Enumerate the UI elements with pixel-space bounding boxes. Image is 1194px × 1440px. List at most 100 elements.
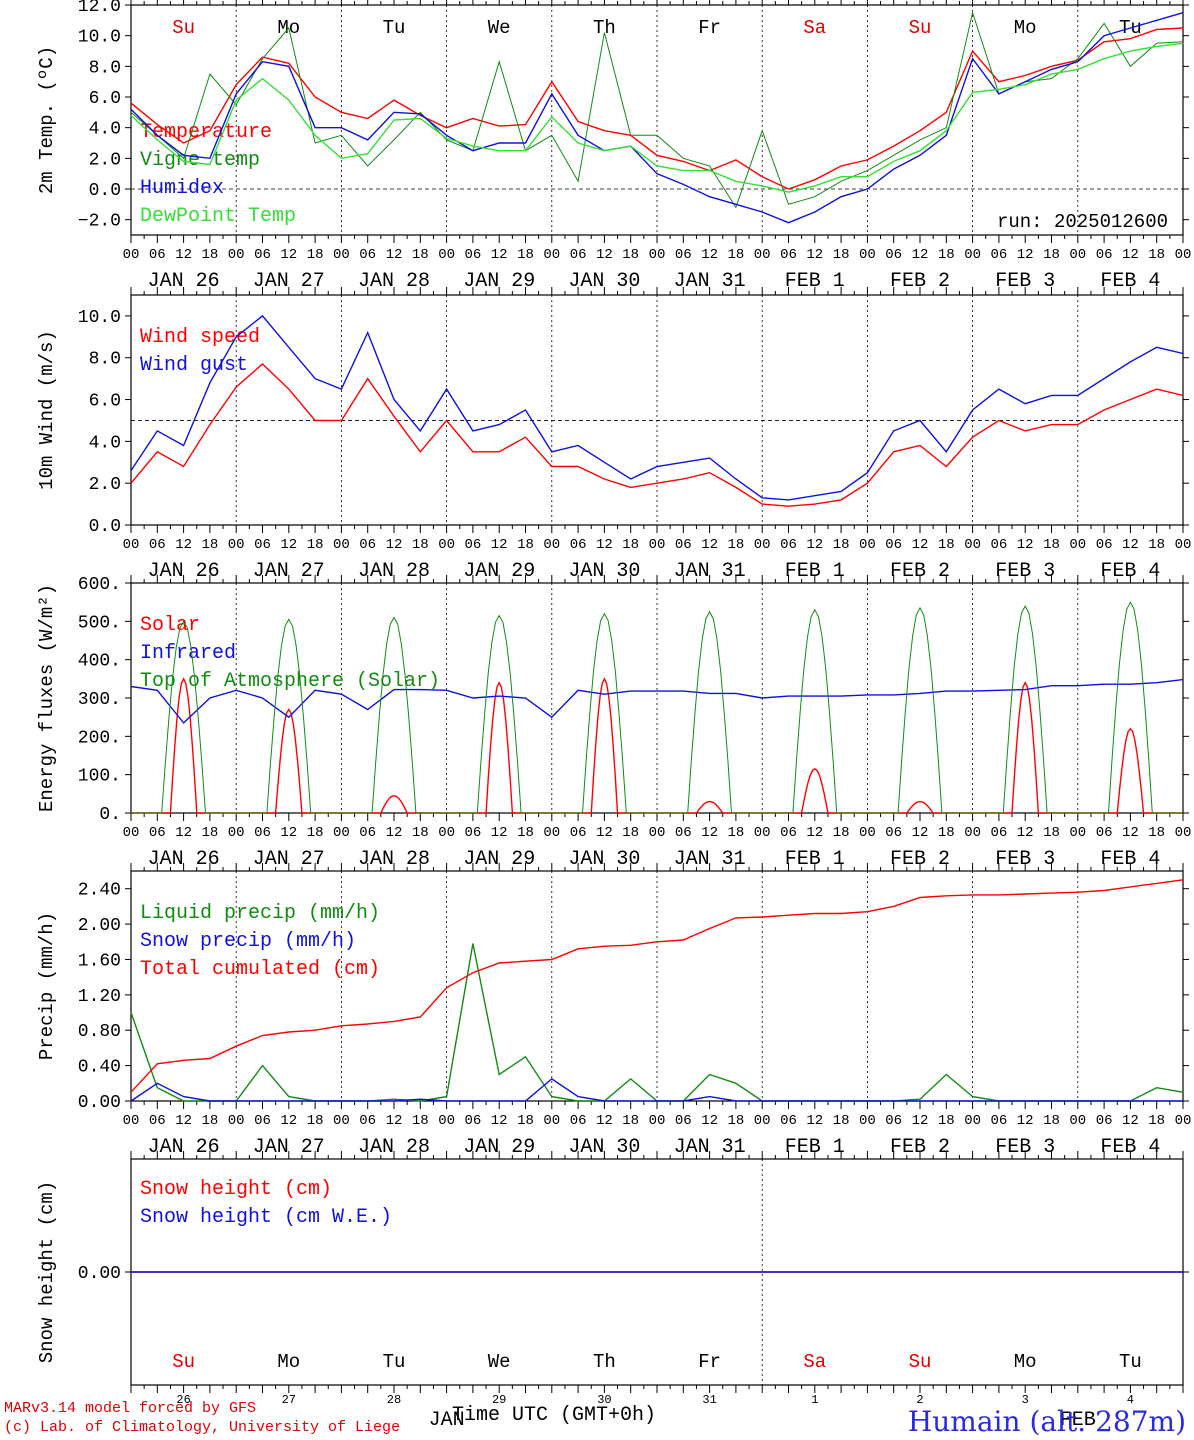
- x-hour-label: 18: [412, 825, 429, 841]
- y-tick-label: 600.: [78, 575, 121, 595]
- y-tick-label: 200.: [78, 728, 121, 748]
- x-hour-label: 00: [438, 825, 455, 841]
- x-hour-label: 12: [912, 1113, 929, 1129]
- x-hour-label: 06: [885, 537, 902, 553]
- x-hour-label: 06: [359, 247, 376, 263]
- x-hour-label: 00: [859, 247, 876, 263]
- y-tick-label: 0.00: [78, 1264, 121, 1284]
- day-name-label: Th: [593, 17, 616, 39]
- footer-line-1: MARv3.14 model forced by GFS: [4, 1400, 257, 1417]
- x-hour-label: 06: [464, 537, 481, 553]
- x-hour-label: 06: [780, 1113, 797, 1129]
- x-hour-label: 00: [754, 1113, 771, 1129]
- x-hour-label: 18: [517, 537, 534, 553]
- x-date-label: FEB 4: [1100, 270, 1160, 293]
- x-hour-label: 06: [254, 825, 271, 841]
- x-date-label: JAN 28: [358, 1136, 430, 1159]
- x-hour-label: 18: [622, 537, 639, 553]
- x-hour-label: 12: [280, 1113, 297, 1129]
- x-hour-label: 12: [1017, 825, 1034, 841]
- x-hour-label: 12: [386, 537, 403, 553]
- x-date-label: FEB 2: [890, 848, 950, 871]
- x-hour-label: 06: [990, 247, 1007, 263]
- y-tick-label: −2.0: [78, 212, 121, 232]
- y-tick-label: 1.60: [78, 951, 121, 971]
- x-hour-label: 00: [1175, 1113, 1192, 1129]
- y-tick-label: 0.80: [78, 1022, 121, 1042]
- x-hour-label: 18: [307, 247, 324, 263]
- y-tick-label: 2.40: [78, 881, 121, 901]
- x-hour-label: 06: [254, 537, 271, 553]
- x-hour-label: 12: [1017, 537, 1034, 553]
- series-line-infrared: [130, 678, 1184, 724]
- series-line-dewpoint-temp: [130, 42, 1184, 193]
- x-date-label: FEB 2: [890, 270, 950, 293]
- x-hour-label: 12: [912, 247, 929, 263]
- day-name-label: Fr: [698, 1351, 721, 1373]
- x-hour-label: 06: [149, 247, 166, 263]
- x-date-label: JAN 28: [358, 848, 430, 871]
- series-line-wind-speed: [130, 363, 1184, 507]
- x-date-label: FEB 1: [785, 848, 845, 871]
- x-hour-label: 00: [649, 825, 666, 841]
- x-hour-label: 12: [806, 247, 823, 263]
- x-hour-label: 00: [859, 1113, 876, 1129]
- x-hour-label: 12: [491, 1113, 508, 1129]
- x-hour-label: 18: [1043, 825, 1060, 841]
- x-hour-label: 06: [149, 1113, 166, 1129]
- x-date-label: JAN 28: [358, 270, 430, 293]
- x-hour-label: 00: [964, 825, 981, 841]
- x-hour-label: 00: [438, 1113, 455, 1129]
- x-hour-label: 06: [990, 537, 1007, 553]
- x-hour-label: 12: [280, 825, 297, 841]
- legend-entry: Humidex: [140, 177, 224, 200]
- x-hour-label: 00: [964, 537, 981, 553]
- y-tick-label: 1.20: [78, 987, 121, 1007]
- x-hour-label: 06: [359, 537, 376, 553]
- x-hour-label: 06: [675, 537, 692, 553]
- y-tick-label: 500.: [78, 613, 121, 633]
- y-tick-label: 0.00: [78, 1093, 121, 1113]
- series-line-snow-precip-mm-h-: [130, 1078, 1183, 1102]
- legend-entry: Snow precip (mm/h): [140, 930, 356, 953]
- x-date-label: JAN 31: [674, 270, 746, 293]
- x-hour-label: 12: [1017, 1113, 1034, 1129]
- x-date-label: JAN 27: [253, 270, 325, 293]
- x-hour-label: 00: [333, 1113, 350, 1129]
- x-hour-label: 18: [201, 537, 218, 553]
- series-line-top-of-atmosphere-solar-: [131, 601, 1183, 814]
- x-hour-label: 18: [412, 1113, 429, 1129]
- x-date-label: FEB 2: [890, 1136, 950, 1159]
- day-name-label: Mo: [1014, 17, 1037, 39]
- x-hour-label: 06: [780, 247, 797, 263]
- day-name-label: Th: [593, 1351, 616, 1373]
- x-hour-label: 18: [412, 537, 429, 553]
- x-hour-label: 18: [1148, 825, 1165, 841]
- x-hour-label: 06: [570, 1113, 587, 1129]
- x-hour-label: 00: [438, 247, 455, 263]
- x-hour-label: 00: [754, 537, 771, 553]
- y-tick-label: 0.40: [78, 1058, 121, 1078]
- x-hour-label: 18: [833, 537, 850, 553]
- x-hour-label: 00: [1069, 1113, 1086, 1129]
- day-name-label: Su: [909, 1351, 932, 1373]
- day-name-label: Su: [909, 17, 932, 39]
- y-tick-label: 300.: [78, 690, 121, 710]
- legend-entry: Infrared: [140, 642, 236, 665]
- x-hour-label: 12: [280, 537, 297, 553]
- x-hour-label: 06: [780, 825, 797, 841]
- x-hour-label: 18: [622, 825, 639, 841]
- x-hour-label: 18: [622, 1113, 639, 1129]
- x-hour-label: 18: [1148, 247, 1165, 263]
- day-name-label: Sa: [803, 17, 826, 39]
- y-tick-label: 12.0: [78, 0, 121, 17]
- x-hour-label: 00: [1069, 537, 1086, 553]
- x-hour-label: 06: [675, 825, 692, 841]
- y-axis-label: Energy fluxes (W/m²): [36, 584, 58, 812]
- day-number-label: 4: [1127, 1393, 1134, 1407]
- x-hour-label: 12: [912, 537, 929, 553]
- x-hour-label: 18: [938, 537, 955, 553]
- x-hour-label: 00: [333, 537, 350, 553]
- x-hour-label: 00: [1175, 537, 1192, 553]
- x-hour-label: 18: [1043, 1113, 1060, 1129]
